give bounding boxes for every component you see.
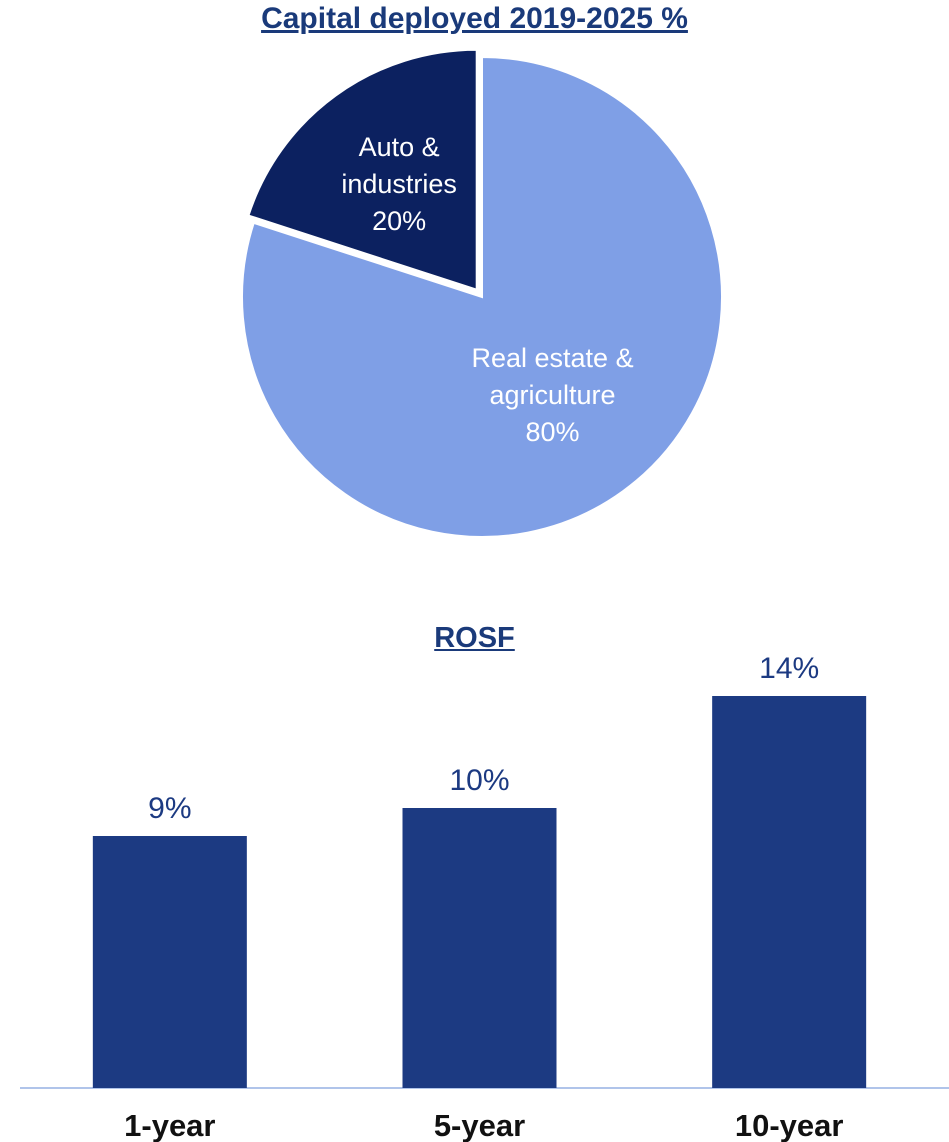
bar-category-label-1-year: 1-year [124,1108,215,1142]
bar-5-year [402,808,557,1088]
pie-slice-0 [241,55,723,538]
pie-slice-name-label-1: Auto & [359,132,440,162]
bar-chart-title: ROSF [434,622,515,654]
pie-slice-name-label-0: agriculture [490,380,616,410]
bar-category-label-10-year: 10-year [735,1108,844,1142]
bar-value-label-1-year: 9% [148,792,191,825]
pie-slice-1 [247,48,478,292]
bar-1-year [92,836,247,1088]
pie-slice-value-label-0: 80% [526,417,580,447]
bar-value-label-5-year: 10% [449,764,509,797]
bar-10-year [712,696,867,1088]
bar-category-label-5-year: 5-year [434,1108,525,1142]
pie-slice-value-label-1: 20% [372,206,426,236]
bar-value-label-10-year: 14% [759,652,819,685]
pie-slice-name-label-0: Real estate & [471,343,633,373]
pie-slice-name-label-1: industries [341,169,457,199]
pie-chart-title: Capital deployed 2019-2025 % [261,2,688,35]
